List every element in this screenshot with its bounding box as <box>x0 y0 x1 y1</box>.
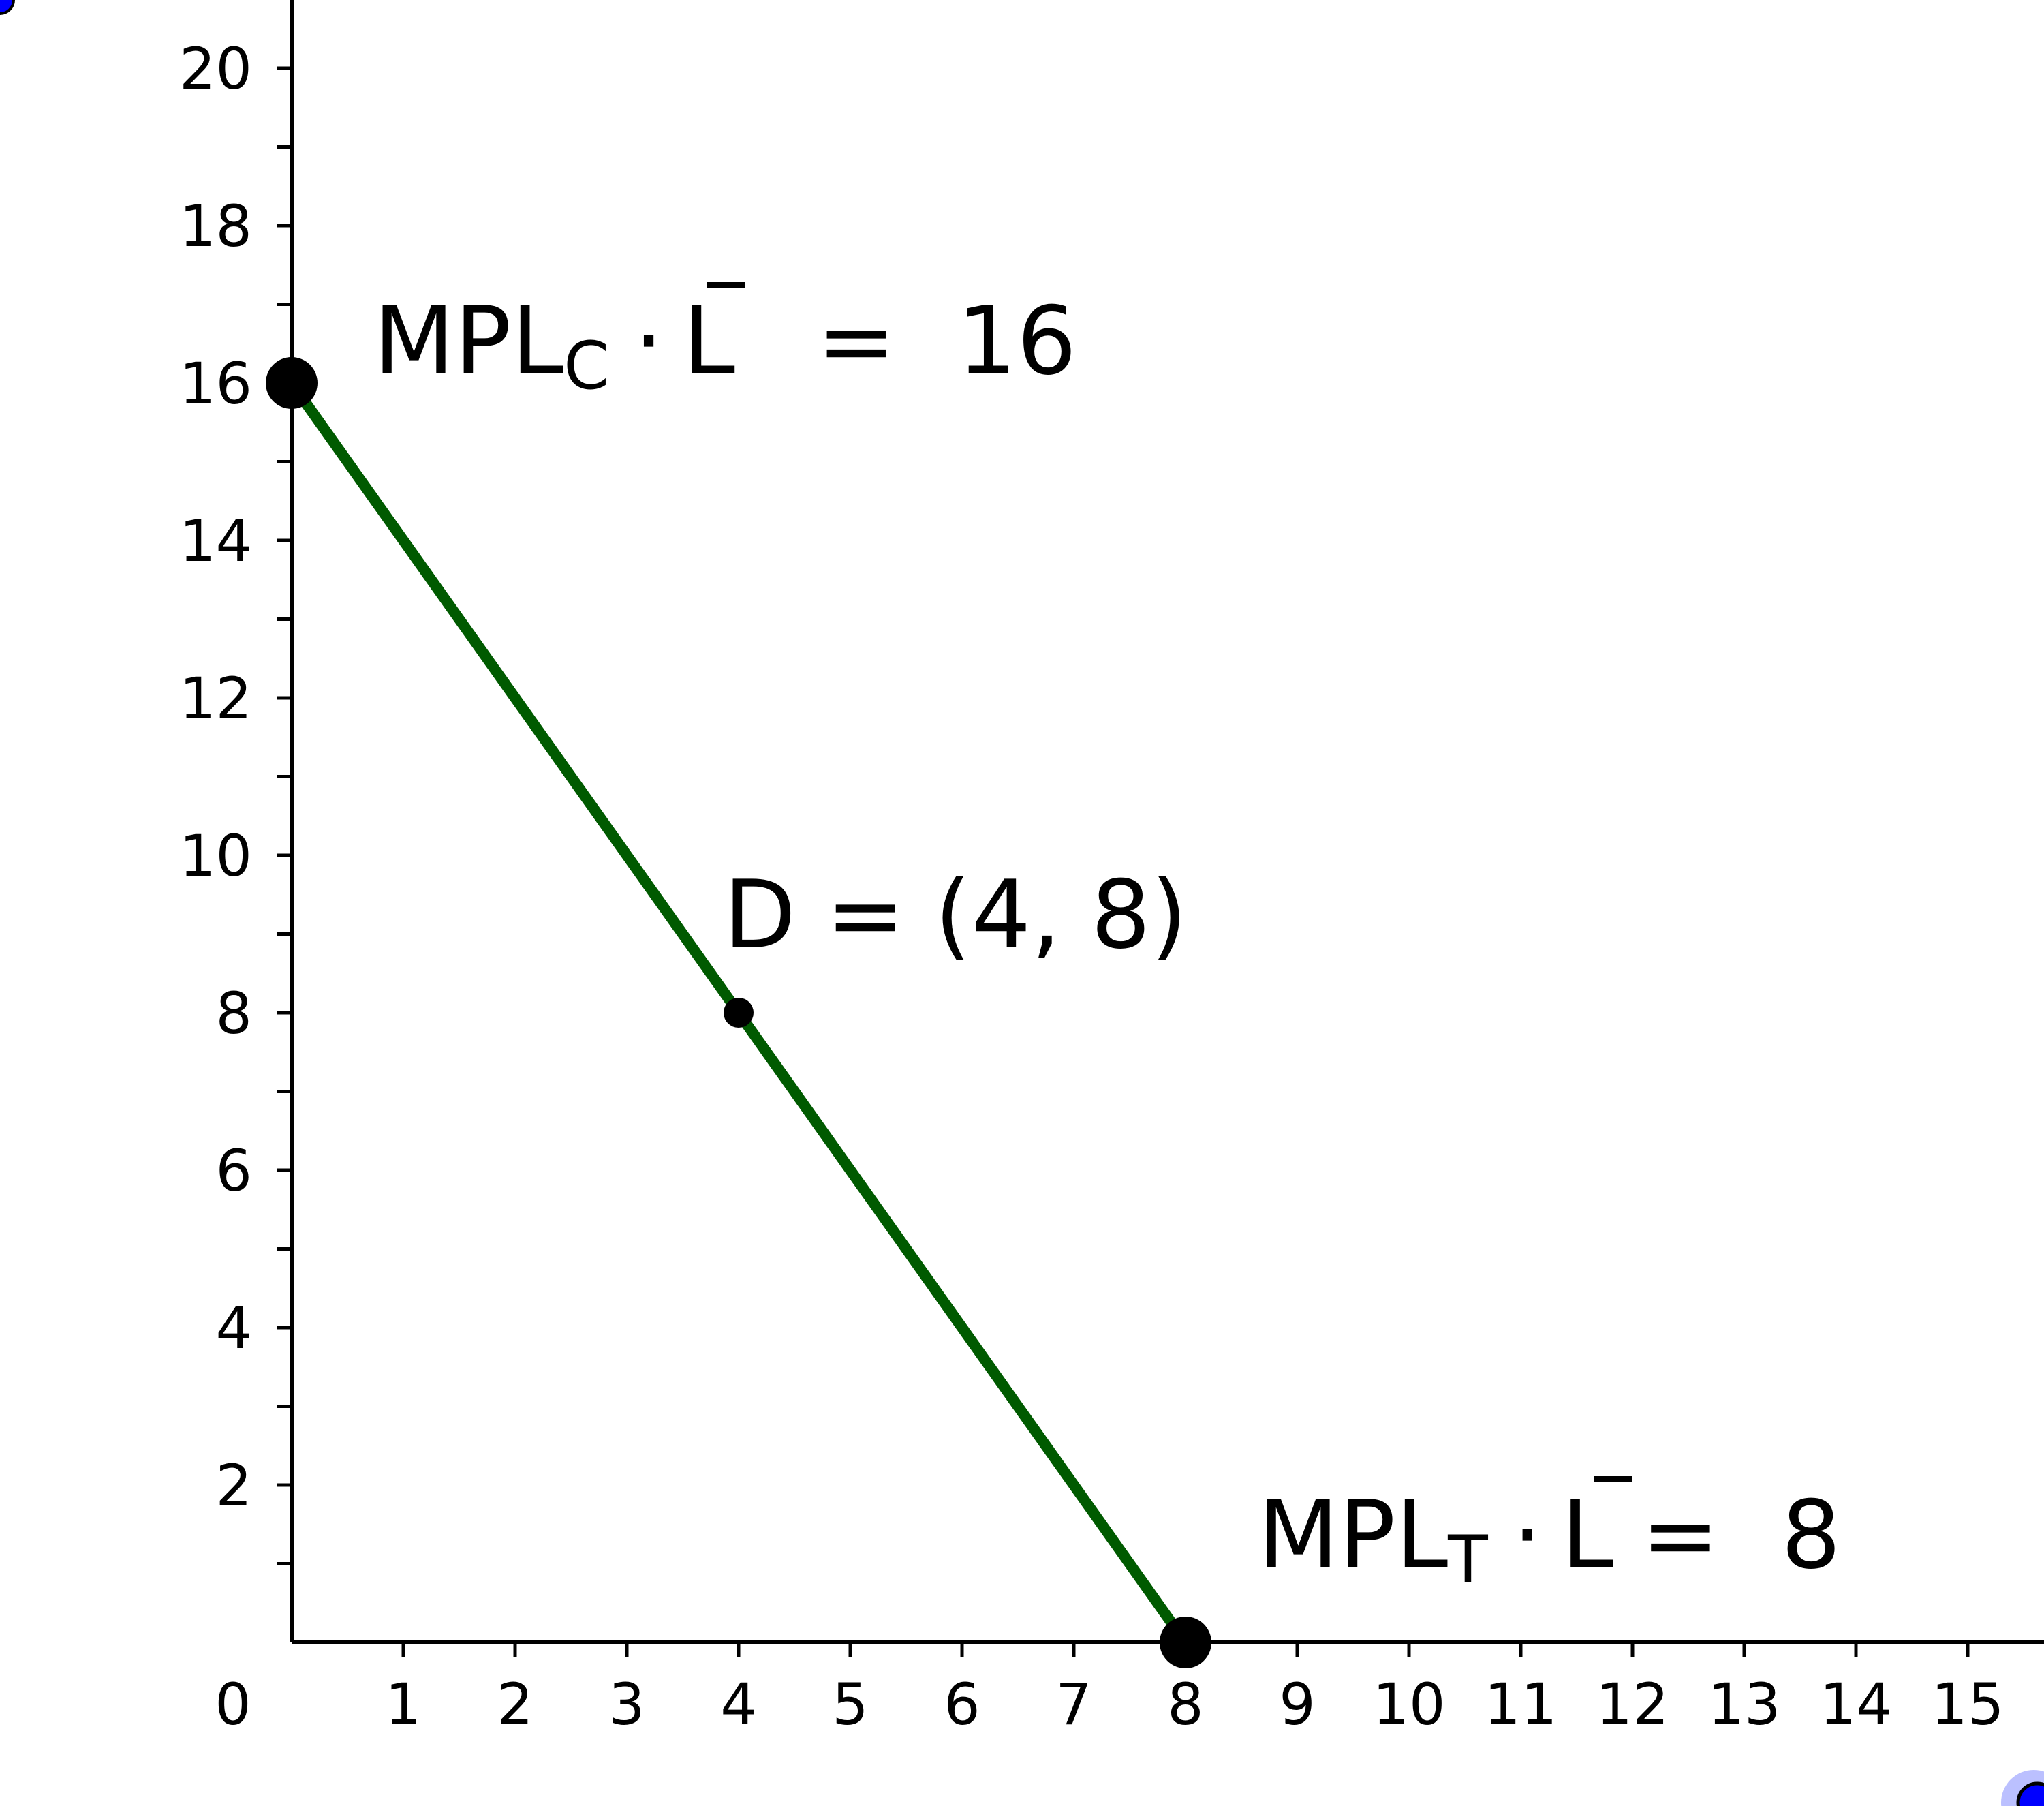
y-tick-label-18: 18 <box>179 193 252 260</box>
x-ticks: 0 1 2 3 4 5 6 7 8 9 10 11 12 13 14 15 <box>215 1642 2004 1738</box>
annotation-top-sub: C <box>563 328 609 404</box>
bottom-right-handle[interactable] <box>2016 1781 2044 1806</box>
point-0-16[interactable] <box>266 357 318 409</box>
y-tick-label-8: 8 <box>216 980 252 1047</box>
y-ticks: 2 4 6 8 10 12 14 16 18 20 <box>179 35 292 1565</box>
y-tick-label-16: 16 <box>179 350 252 417</box>
annotation-top-bar: L <box>683 286 735 396</box>
x-tick-label-13: 13 <box>1708 1671 1781 1738</box>
annotation-bottom-value: 8 <box>1781 1480 1841 1590</box>
annotation-top-eq: = <box>817 286 896 396</box>
axes <box>290 0 2044 1644</box>
x-tick-label-8: 8 <box>1167 1671 1203 1738</box>
annotation-bottom-sub: T <box>1447 1522 1488 1598</box>
annotation-bottom-main: MPL <box>1258 1480 1448 1590</box>
y-tick-label-12: 12 <box>179 665 252 732</box>
annotation-top-dot: · <box>634 286 664 396</box>
x-tick-label-0: 0 <box>215 1671 251 1738</box>
y-tick-label-2: 2 <box>216 1452 252 1519</box>
annotation-bottom-eq: = <box>1641 1480 1720 1590</box>
annotation-top-value: 16 <box>957 286 1077 396</box>
y-tick-label-4: 4 <box>216 1295 252 1362</box>
x-tick-label-14: 14 <box>1820 1671 1893 1738</box>
y-tick-label-10: 10 <box>179 823 252 889</box>
x-tick-label-12: 12 <box>1596 1671 1669 1738</box>
annotation-top-main: MPL <box>373 286 563 396</box>
annotation-bottom: MPLT · L = 8 <box>1258 1480 1841 1598</box>
x-tick-label-1: 1 <box>385 1671 421 1738</box>
x-tick-label-10: 10 <box>1373 1671 1446 1738</box>
x-tick-label-2: 2 <box>497 1671 533 1738</box>
x-tick-label-5: 5 <box>832 1671 868 1738</box>
x-tick-label-6: 6 <box>944 1671 980 1738</box>
top-left-handle[interactable] <box>0 0 15 15</box>
points <box>266 357 1211 1668</box>
y-tick-label-14: 14 <box>179 508 252 575</box>
annotation-top: MPLC · L = 16 <box>373 286 1077 404</box>
annotation-bottom-bar: L <box>1562 1480 1614 1590</box>
x-tick-label-9: 9 <box>1279 1671 1315 1738</box>
y-tick-label-6: 6 <box>216 1137 252 1204</box>
y-tick-label-20: 20 <box>179 35 252 102</box>
point-8-0[interactable] <box>1160 1617 1211 1668</box>
point-4-8[interactable] <box>724 998 754 1028</box>
x-tick-label-15: 15 <box>1932 1671 2004 1738</box>
annotation-bottom-dot: · <box>1513 1480 1543 1590</box>
x-tick-label-11: 11 <box>1485 1671 1558 1738</box>
annotations: MPLC · L = 16 D = (4, 8) MPLT · L = 8 <box>373 282 1841 1598</box>
x-tick-label-4: 4 <box>720 1671 756 1738</box>
annotation-mid: D = (4, 8) <box>724 860 1188 970</box>
x-tick-label-7: 7 <box>1055 1671 1091 1738</box>
x-tick-label-3: 3 <box>608 1671 645 1738</box>
